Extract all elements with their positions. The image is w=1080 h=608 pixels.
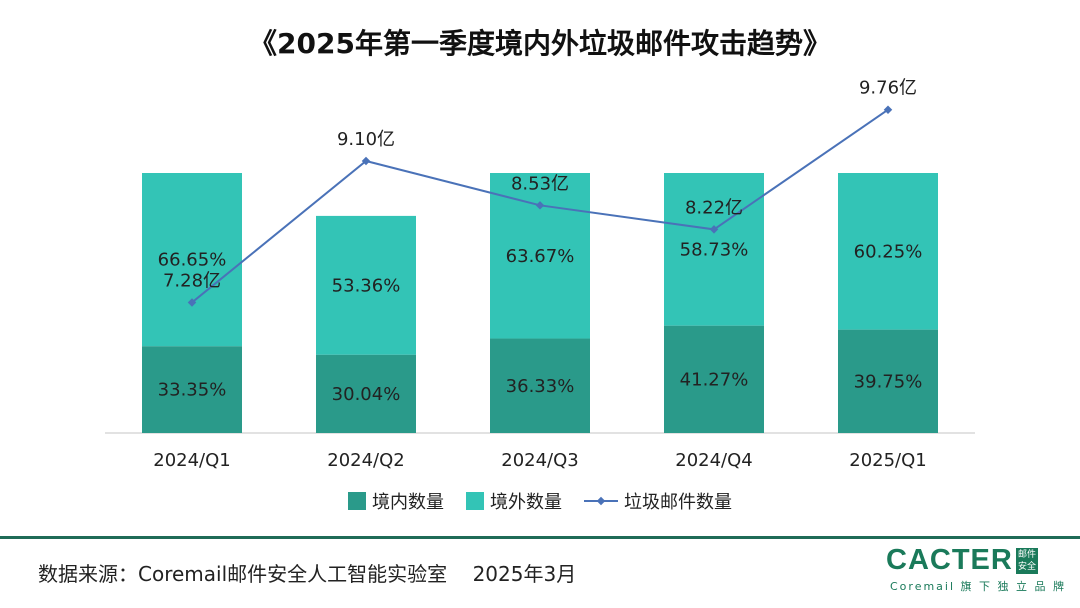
logo-badge-line1: 邮件 (1017, 550, 1036, 560)
line-label-2024/Q1: 7.28亿 (163, 270, 221, 291)
bar-foreign-2024/Q1 (142, 173, 242, 347)
bar-foreign-2024/Q4 (664, 173, 764, 326)
bar-label-domestic-2024/Q1: 33.35% (158, 380, 227, 401)
line-label-2024/Q3: 8.53亿 (511, 173, 569, 194)
bar-domestic-2025/Q1 (838, 329, 938, 433)
bar-domestic-2024/Q1 (142, 346, 242, 433)
legend-swatch-foreign (466, 492, 484, 510)
bar-label-foreign-2024/Q2: 53.36% (332, 275, 401, 296)
legend-item-foreign: 境外数量 (466, 488, 562, 514)
bar-foreign-2024/Q3 (490, 173, 590, 339)
x-tick-label-2024/Q3: 2024/Q3 (501, 450, 579, 471)
logo-badge-line2: 安全 (1017, 562, 1036, 572)
cacter-logo: CACTER 邮件 安全 Coremail 旗 下 独 立 品 牌 (886, 544, 1064, 594)
legend-swatch-line (584, 492, 618, 510)
stacked-bar-chart: 66.65% 33.35% 2024/Q1 53.36% 30.04% 2024/Q2 63… (105, 78, 975, 471)
footer-source-text: 数据来源：Coremail邮件安全人工智能实验室 2025年3月 (38, 562, 577, 586)
bar-label-domestic-2024/Q2: 30.04% (332, 384, 401, 405)
footer-divider (0, 536, 1080, 539)
bar-domestic-2024/Q2 (316, 354, 416, 433)
x-tick-label-2024/Q4: 2024/Q4 (675, 450, 753, 471)
bar-foreign-2024/Q2 (316, 215, 416, 355)
bar-foreign-2025/Q1 (838, 173, 938, 330)
x-tick-label-2025/Q1: 2025/Q1 (849, 450, 927, 471)
logo-wordmark: CACTER (886, 544, 1013, 576)
bar-label-domestic-2025/Q1: 39.75% (854, 371, 923, 392)
bar-label-foreign-2024/Q1: 66.65% (158, 250, 227, 271)
line-label-2024/Q2: 9.10亿 (337, 129, 395, 150)
legend-swatch-domestic (348, 492, 366, 510)
x-tick-label-2024/Q1: 2024/Q1 (153, 450, 231, 471)
bar-label-domestic-2024/Q4: 41.27% (680, 369, 749, 390)
legend-item-domestic: 境内数量 (348, 488, 444, 514)
logo-subtitle: Coremail 旗 下 独 立 品 牌 (890, 580, 1067, 593)
legend-label-foreign: 境外数量 (490, 492, 562, 513)
bar-label-foreign-2024/Q3: 63.67% (506, 246, 575, 267)
chart-title: 《2025年第一季度境内外垃圾邮件攻击趋势》 (249, 27, 831, 60)
line-label-2025/Q1: 9.76亿 (859, 78, 917, 99)
bar-domestic-2024/Q3 (490, 338, 590, 433)
x-tick-label-2024/Q2: 2024/Q2 (327, 450, 405, 471)
bars-layer (142, 173, 938, 433)
bar-label-foreign-2025/Q1: 60.25% (854, 241, 923, 262)
legend-label-domestic: 境内数量 (372, 492, 444, 513)
line-point-2024/Q2 (361, 156, 371, 166)
legend: 境内数量 境外数量 垃圾邮件数量 (0, 488, 1080, 514)
legend-label-line: 垃圾邮件数量 (624, 492, 732, 513)
labels-layer: 66.65% 33.35% 2024/Q1 53.36% 30.04% 2024/Q2 63… (153, 78, 927, 471)
legend-item-line: 垃圾邮件数量 (584, 488, 732, 514)
bar-label-domestic-2024/Q3: 36.33% (506, 376, 575, 397)
bar-label-foreign-2024/Q4: 58.73% (680, 239, 749, 260)
line-label-2024/Q4: 8.22亿 (685, 197, 743, 218)
line-point-2024/Q1 (187, 298, 197, 307)
logo-badge: 邮件 安全 (1016, 548, 1038, 574)
bar-domestic-2024/Q4 (664, 325, 764, 433)
